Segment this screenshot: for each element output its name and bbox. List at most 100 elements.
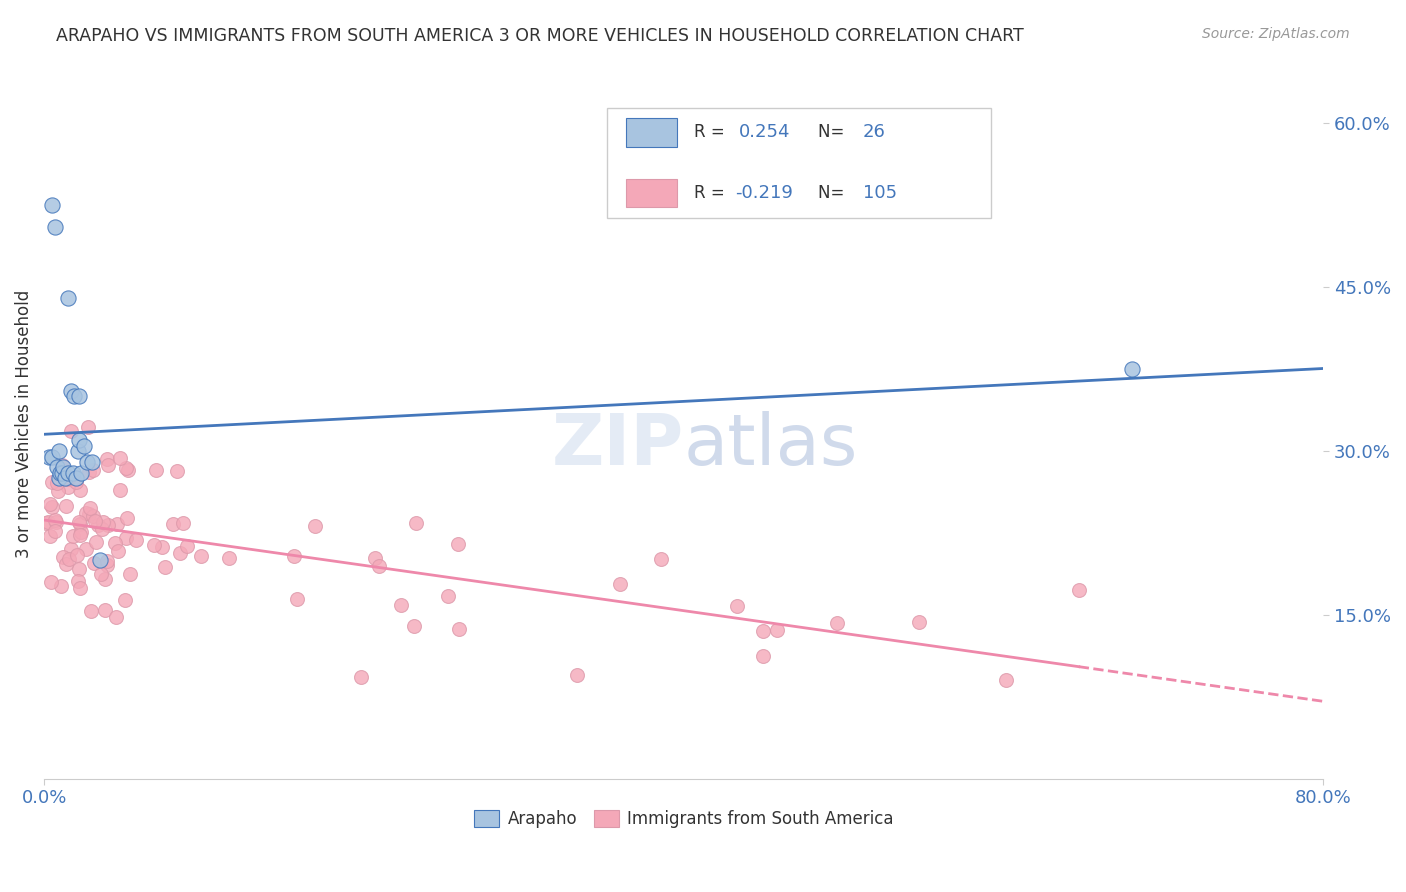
Point bbox=[73, 439, 96, 453]
Text: 0.254: 0.254 bbox=[738, 123, 790, 142]
Point bbox=[53, 471, 76, 485]
Point bbox=[76, 455, 98, 469]
Point bbox=[65, 548, 87, 562]
Point bbox=[350, 670, 373, 684]
Point bbox=[67, 433, 90, 447]
Text: 26: 26 bbox=[863, 123, 886, 142]
Point bbox=[51, 550, 73, 565]
Point bbox=[44, 219, 66, 234]
Point bbox=[35, 516, 58, 531]
Point bbox=[283, 549, 305, 564]
Point bbox=[405, 516, 427, 530]
Point bbox=[67, 515, 90, 529]
Point bbox=[91, 516, 114, 530]
Point bbox=[94, 603, 117, 617]
Point bbox=[1121, 362, 1143, 376]
Point bbox=[80, 604, 103, 618]
Point bbox=[58, 471, 80, 485]
Point bbox=[66, 444, 89, 458]
Point bbox=[62, 529, 84, 543]
Point bbox=[437, 589, 460, 603]
Point bbox=[87, 517, 110, 532]
Point bbox=[45, 460, 67, 475]
Point bbox=[56, 472, 79, 486]
Point bbox=[84, 535, 107, 549]
Point bbox=[84, 514, 107, 528]
Point bbox=[51, 466, 73, 480]
Point bbox=[37, 516, 59, 530]
Point bbox=[83, 556, 105, 570]
Bar bbox=[607, 108, 991, 218]
Point bbox=[52, 460, 75, 475]
Point bbox=[766, 624, 789, 638]
Point bbox=[45, 515, 67, 529]
Point bbox=[48, 471, 70, 485]
Point bbox=[609, 577, 631, 591]
Text: ARAPAHO VS IMMIGRANTS FROM SOUTH AMERICA 3 OR MORE VEHICLES IN HOUSEHOLD CORRELA: ARAPAHO VS IMMIGRANTS FROM SOUTH AMERICA… bbox=[56, 27, 1024, 45]
Point bbox=[63, 389, 86, 403]
Point bbox=[162, 516, 184, 531]
Point bbox=[389, 598, 412, 612]
Point bbox=[96, 451, 118, 466]
Point bbox=[169, 546, 191, 560]
Point bbox=[49, 466, 72, 480]
Point bbox=[166, 464, 188, 478]
Point bbox=[60, 384, 83, 398]
Point bbox=[364, 550, 387, 565]
Point bbox=[62, 466, 84, 480]
Point bbox=[176, 539, 198, 553]
Point bbox=[55, 499, 77, 513]
Point bbox=[39, 497, 62, 511]
Text: R =: R = bbox=[695, 184, 730, 202]
Point bbox=[89, 567, 111, 582]
Point bbox=[67, 574, 90, 588]
Point bbox=[70, 466, 93, 480]
Point bbox=[994, 673, 1017, 687]
Point bbox=[90, 522, 112, 536]
Point bbox=[752, 648, 775, 663]
Point bbox=[650, 552, 672, 566]
Point bbox=[105, 516, 128, 531]
Point bbox=[56, 291, 79, 305]
Text: atlas: atlas bbox=[683, 410, 858, 480]
Point bbox=[41, 500, 63, 514]
Point bbox=[115, 510, 138, 524]
Point bbox=[114, 592, 136, 607]
Point bbox=[125, 533, 148, 547]
Point bbox=[110, 483, 132, 498]
Point bbox=[75, 541, 97, 556]
Point bbox=[96, 558, 118, 573]
Point bbox=[97, 518, 120, 533]
Point bbox=[908, 615, 931, 630]
Point bbox=[69, 582, 91, 596]
Point bbox=[48, 444, 70, 458]
Point bbox=[304, 519, 326, 533]
Point bbox=[67, 562, 90, 576]
Point bbox=[115, 531, 138, 545]
Point bbox=[65, 475, 87, 490]
Y-axis label: 3 or more Vehicles in Household: 3 or more Vehicles in Household bbox=[15, 290, 32, 558]
Point bbox=[77, 507, 100, 521]
Point bbox=[56, 480, 79, 494]
Point bbox=[143, 538, 166, 552]
Point bbox=[46, 475, 69, 490]
Point bbox=[104, 536, 127, 550]
Point bbox=[97, 458, 120, 472]
Text: R =: R = bbox=[695, 123, 730, 142]
Text: 105: 105 bbox=[863, 184, 897, 202]
Point bbox=[825, 616, 848, 631]
Point bbox=[447, 536, 470, 550]
Point bbox=[567, 667, 589, 681]
Text: N=: N= bbox=[818, 123, 849, 142]
Point bbox=[404, 619, 426, 633]
Point bbox=[752, 624, 775, 638]
Point bbox=[38, 450, 60, 464]
Point bbox=[285, 592, 308, 607]
Point bbox=[89, 553, 111, 567]
Bar bbox=[626, 119, 678, 146]
Point bbox=[80, 455, 103, 469]
Point bbox=[41, 475, 63, 489]
Point bbox=[1067, 582, 1090, 597]
Point bbox=[65, 471, 87, 485]
Point bbox=[67, 389, 90, 403]
